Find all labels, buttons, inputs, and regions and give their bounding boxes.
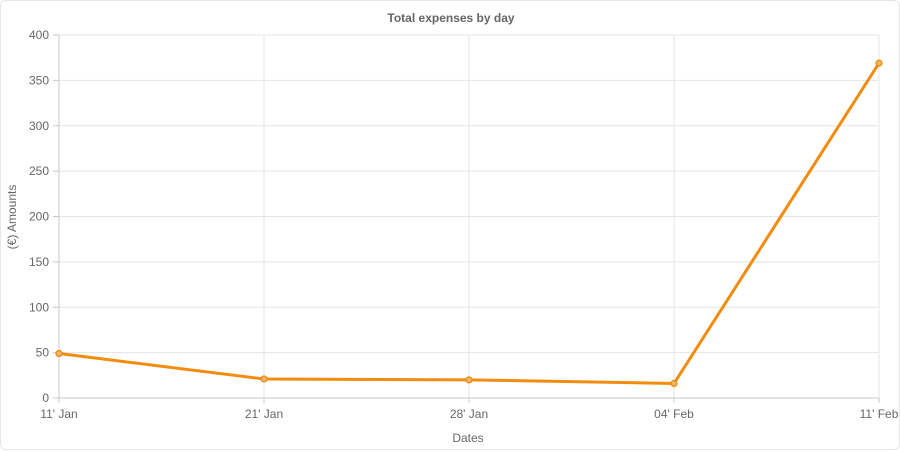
y-tick-label: 0	[42, 391, 49, 405]
y-tick-label: 400	[29, 28, 49, 42]
y-tick-label: 150	[29, 255, 49, 269]
data-point	[875, 59, 883, 67]
x-tick-label: 04' Feb	[654, 407, 694, 421]
tick-label-layer: 0 50 100 150 200 250 300 350 400 11' Jan 21' Jan 28…	[29, 28, 899, 421]
x-tick-label: 28' Jan	[450, 407, 488, 421]
grid-layer	[58, 34, 880, 399]
axis-layer	[53, 34, 880, 403]
y-tick-label: 250	[29, 164, 49, 178]
y-axis-title: (€) Amounts	[5, 185, 19, 250]
x-tick-label: 11' Jan	[40, 407, 77, 421]
y-tick-label: 200	[29, 210, 49, 224]
y-tick-label: 350	[29, 73, 49, 87]
data-point	[55, 349, 63, 358]
x-axis-title: Dates	[452, 431, 483, 445]
series-layer	[55, 59, 883, 388]
data-point	[465, 376, 473, 384]
y-tick-label: 100	[29, 300, 49, 314]
data-point	[260, 375, 268, 383]
y-tick-label: 50	[36, 346, 50, 360]
x-tick-label: 11' Feb	[860, 407, 899, 421]
chart-title: Total expenses by day	[387, 11, 514, 25]
x-tick-label: 21' Jan	[245, 407, 283, 421]
data-point	[670, 379, 678, 388]
y-tick-label: 300	[29, 119, 49, 133]
